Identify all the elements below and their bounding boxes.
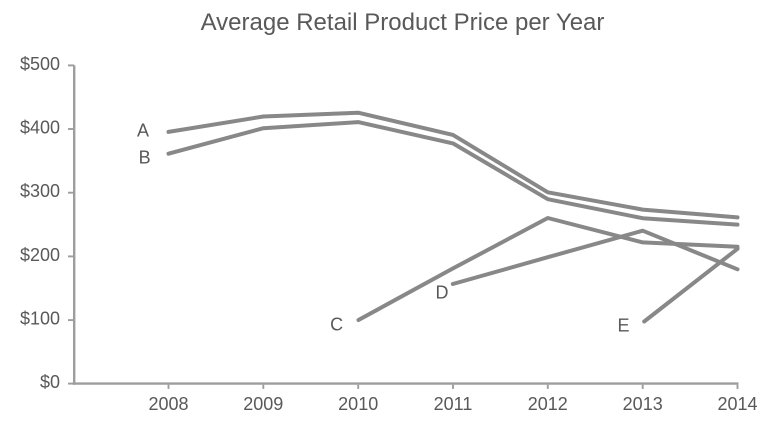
svg-text:$400: $400 <box>20 117 60 137</box>
svg-text:E: E <box>617 316 629 336</box>
svg-text:A: A <box>137 121 149 141</box>
svg-text:2009: 2009 <box>243 394 283 414</box>
svg-text:D: D <box>436 283 449 303</box>
svg-text:$0: $0 <box>40 372 60 392</box>
svg-text:2008: 2008 <box>148 394 188 414</box>
svg-text:Average Retail Product Price p: Average Retail Product Price per Year <box>201 9 605 36</box>
svg-text:B: B <box>139 148 151 168</box>
svg-text:$500: $500 <box>20 54 60 74</box>
svg-text:C: C <box>330 314 343 334</box>
svg-text:2013: 2013 <box>623 394 663 414</box>
svg-text:2011: 2011 <box>434 394 473 414</box>
svg-text:2010: 2010 <box>338 394 378 414</box>
svg-text:$300: $300 <box>20 181 60 201</box>
svg-text:$100: $100 <box>20 309 60 329</box>
svg-text:$200: $200 <box>20 245 60 265</box>
svg-text:2014: 2014 <box>717 394 757 414</box>
svg-text:2012: 2012 <box>528 394 568 414</box>
